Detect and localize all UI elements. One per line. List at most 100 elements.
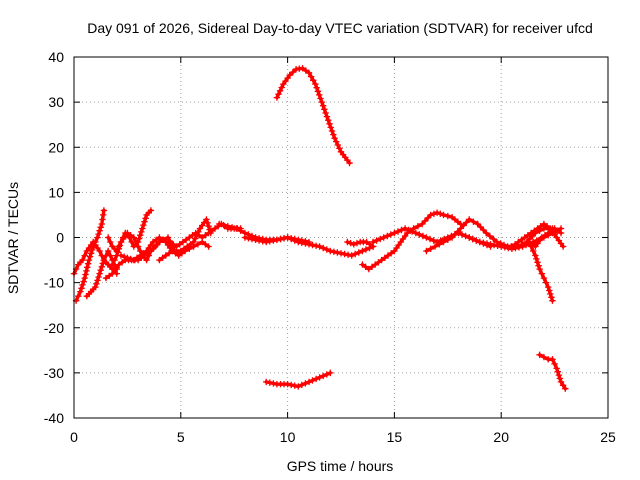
data-point <box>536 351 543 358</box>
data-point <box>483 229 490 237</box>
series-arc-12 <box>273 65 353 167</box>
data-point <box>119 234 127 241</box>
data-point <box>553 365 560 372</box>
series-arc-11 <box>241 234 377 259</box>
data-point <box>83 267 90 275</box>
data-point <box>85 256 93 264</box>
data-point <box>321 106 328 113</box>
data-point <box>384 232 391 240</box>
axis-ticks: 0 5 10 15 20 25 -40 -30 -20 -10 0 10 20 30 40 <box>44 49 616 445</box>
data-point <box>532 252 539 259</box>
data-point <box>322 109 329 117</box>
data-point <box>549 356 556 363</box>
data-point <box>312 375 320 383</box>
data-point <box>77 288 84 295</box>
data-point <box>270 380 277 387</box>
data-point <box>344 238 351 246</box>
data-point <box>412 229 419 237</box>
x-tick-label: 0 <box>70 429 78 445</box>
data-point <box>270 237 277 244</box>
data-point <box>362 246 370 253</box>
data-point <box>100 256 108 264</box>
data-point <box>312 80 319 88</box>
data-point <box>421 217 429 225</box>
data-point <box>286 71 293 79</box>
data-point <box>554 227 561 234</box>
data-point <box>470 218 477 225</box>
data-point <box>126 234 133 241</box>
series-arc-15 <box>359 209 464 273</box>
data-point <box>288 235 295 243</box>
data-point <box>327 124 334 131</box>
data-point <box>298 239 305 246</box>
data-point <box>252 236 259 243</box>
data-point <box>352 250 359 258</box>
data-point <box>78 285 85 292</box>
data-point <box>273 94 281 101</box>
x-tick-label: 25 <box>600 429 616 445</box>
data-point <box>542 279 550 286</box>
data-point <box>109 261 116 268</box>
data-point <box>142 215 149 222</box>
data-point <box>463 219 470 226</box>
data-point <box>305 378 313 386</box>
data-point <box>545 283 552 291</box>
data-point <box>79 281 86 289</box>
data-point <box>237 227 244 234</box>
data-point <box>554 368 561 375</box>
data-point <box>263 378 270 386</box>
y-tick-label: -40 <box>44 410 64 426</box>
data-point <box>298 381 305 389</box>
data-point <box>96 247 103 255</box>
data-point <box>458 231 466 238</box>
data-point <box>409 228 416 235</box>
data-point <box>278 84 285 91</box>
data-point <box>373 237 380 244</box>
data-point <box>323 371 330 378</box>
data-point <box>204 219 211 226</box>
data-point <box>334 141 341 149</box>
data-point <box>462 232 469 240</box>
data-point <box>325 117 332 124</box>
data-point <box>116 242 124 249</box>
data-point <box>369 238 377 246</box>
data-point <box>309 241 316 249</box>
data-point <box>164 234 172 241</box>
data-point <box>498 243 505 250</box>
data-point <box>454 228 461 235</box>
data-point <box>538 270 545 277</box>
data-point <box>284 234 291 241</box>
data-point <box>305 241 313 248</box>
data-point <box>387 231 394 238</box>
data-point <box>519 243 526 250</box>
data-point <box>480 226 487 234</box>
data-point <box>316 91 323 99</box>
data-point <box>275 91 282 98</box>
data-point <box>190 238 197 246</box>
data-point <box>334 249 341 256</box>
data-point <box>466 216 473 223</box>
data-point <box>115 245 123 252</box>
data-point <box>359 247 366 255</box>
data-point <box>426 235 434 243</box>
data-point <box>95 230 102 238</box>
data-point <box>94 277 101 284</box>
data-point <box>82 271 89 278</box>
series-arc-21 <box>525 225 565 250</box>
data-point <box>114 249 121 256</box>
data-point <box>137 232 144 239</box>
y-tick-label: -20 <box>44 320 64 336</box>
data-point <box>266 379 273 386</box>
data-point <box>330 131 337 138</box>
data-point <box>79 256 86 264</box>
data-point <box>84 260 92 267</box>
series-arc-20 <box>527 243 556 304</box>
data-point <box>316 243 323 250</box>
data-point <box>536 265 543 273</box>
y-tick-label: -10 <box>44 275 64 291</box>
data-point <box>205 223 212 230</box>
series-arc-14 <box>344 238 377 250</box>
data-point <box>480 239 487 246</box>
y-tick-label: 10 <box>48 184 64 200</box>
data-point <box>419 232 427 240</box>
